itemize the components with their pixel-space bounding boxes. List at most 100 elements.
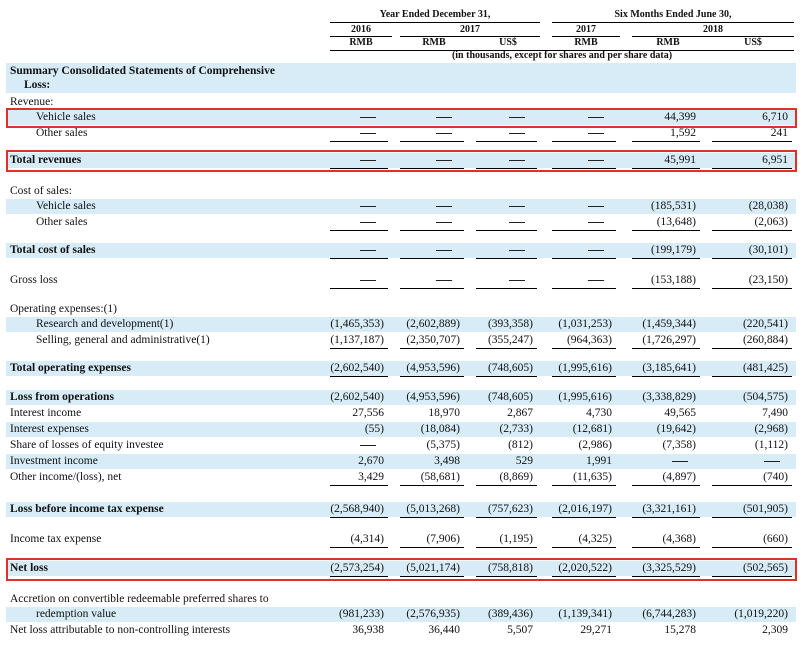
row-label: Total cost of sales xyxy=(10,244,96,256)
cell-underline xyxy=(476,288,537,289)
cell-underline xyxy=(330,376,388,377)
row-label: Total operating expenses xyxy=(10,362,131,374)
cell-underline xyxy=(330,168,388,169)
cell-value: (5,021,174) xyxy=(406,562,460,574)
row-label: Accretion on convertible redeemable pref… xyxy=(10,593,269,605)
cell-value: (2,573,254) xyxy=(330,562,384,574)
cell-underline xyxy=(400,288,464,289)
cell-value: (6,744,283) xyxy=(642,608,696,620)
table-row: Net loss attributable to non-controlling… xyxy=(6,623,796,638)
table-row: Accretion on convertible redeemable pref… xyxy=(6,592,796,607)
cell-underline xyxy=(476,547,537,548)
cell-value: 49,565 xyxy=(664,407,696,419)
cell-value: 44,399 xyxy=(664,111,696,123)
nil-dash xyxy=(360,222,376,223)
table-row: Loss before income tax expense (2,568,940… xyxy=(6,502,796,518)
header-rule xyxy=(632,36,794,37)
nil-dash xyxy=(588,117,604,118)
cell-underline xyxy=(632,485,700,486)
cell-underline xyxy=(552,288,616,289)
cell-underline xyxy=(632,547,700,548)
cell-value: 45,991 xyxy=(664,154,696,166)
cell-value: (7,906) xyxy=(426,533,460,545)
header-rule xyxy=(330,50,794,51)
nil-dash xyxy=(436,250,452,251)
cell-value: 241 xyxy=(770,127,788,139)
cell-underline xyxy=(400,230,464,231)
cell-underline xyxy=(400,517,464,518)
row-label: Other income/(loss), net xyxy=(10,471,122,483)
row-label: Loss from operations xyxy=(10,391,114,403)
cell-value: (964,363) xyxy=(566,334,612,346)
section-title: Summary Consolidated Statements of Compr… xyxy=(10,65,275,77)
nil-dash xyxy=(360,160,376,161)
header-rule xyxy=(552,36,620,37)
cell-value: (1,112) xyxy=(754,439,788,451)
currency-label: RMB xyxy=(574,37,598,48)
cell-underline xyxy=(330,230,388,231)
cell-value: (2,063) xyxy=(754,216,788,228)
year-label: 2017 xyxy=(460,24,480,35)
cell-value: (4,897) xyxy=(662,471,696,483)
table-row: Investment income 2,670 3,498 529 1,991 xyxy=(6,454,796,469)
header-rule xyxy=(330,22,540,23)
cell-underline xyxy=(632,288,700,289)
cell-underline xyxy=(476,376,537,377)
cell-underline xyxy=(632,517,700,518)
cell-value: (355,247) xyxy=(487,334,533,346)
cell-underline xyxy=(632,258,700,259)
cell-underline xyxy=(400,576,464,577)
cell-underline xyxy=(476,348,537,349)
section-title-cont: Loss: xyxy=(24,79,51,91)
cell-value: (2,602,540) xyxy=(330,391,384,403)
table-row: Net loss (2,573,254) (5,021,174) (758,818) (… xyxy=(6,561,796,577)
table-row: Other sales 1,592 241 xyxy=(6,126,796,142)
nil-dash xyxy=(588,160,604,161)
cell-value: 36,938 xyxy=(352,624,384,636)
cell-value: (1,465,353) xyxy=(330,318,384,330)
table-row: Share of losses of equity investee (5,375… xyxy=(6,438,796,453)
cell-value: 2,670 xyxy=(358,455,384,467)
cell-underline xyxy=(476,258,537,259)
cell-underline xyxy=(712,547,792,548)
table-row: Vehicle sales 44,399 6,710 xyxy=(6,110,796,125)
cell-value: (23,150) xyxy=(748,274,788,286)
cell-value: (220,541) xyxy=(742,318,788,330)
cell-value: 29,271 xyxy=(580,624,612,636)
cell-value: (1,195) xyxy=(499,533,533,545)
cell-underline xyxy=(400,141,464,142)
cell-value: (3,185,641) xyxy=(642,362,696,374)
cell-value: (1,031,253) xyxy=(558,318,612,330)
cell-underline xyxy=(712,576,792,577)
cell-underline xyxy=(712,517,792,518)
six-months-header: Six Months Ended June 30, xyxy=(614,9,732,20)
cell-value: (153,188) xyxy=(650,274,696,286)
cell-value: (3,338,829) xyxy=(642,391,696,403)
table-row: Total cost of sales (199,179) (30,101) xyxy=(6,243,796,259)
header-rule xyxy=(330,36,392,37)
row-label: Net loss xyxy=(10,562,49,574)
nil-dash xyxy=(509,133,525,134)
cell-underline xyxy=(712,376,792,377)
cell-value: (2,568,940) xyxy=(330,503,384,515)
cell-underline xyxy=(476,485,537,486)
cell-value: (389,436) xyxy=(487,608,533,620)
highlight-vehicle-sales xyxy=(6,108,797,128)
cell-value: 6,951 xyxy=(762,154,788,166)
cell-value: (4,314) xyxy=(350,533,384,545)
cell-value: (13,648) xyxy=(656,216,696,228)
cell-value: (501,905) xyxy=(742,503,788,515)
cell-value: (740) xyxy=(763,471,788,483)
cell-underline xyxy=(330,258,388,259)
currency-label: RMB xyxy=(656,37,680,48)
cell-value: (4,368) xyxy=(662,533,696,545)
cell-underline xyxy=(400,376,464,377)
nil-dash xyxy=(509,222,525,223)
cell-value: (2,576,935) xyxy=(406,608,460,620)
cell-value: 27,556 xyxy=(352,407,384,419)
cell-underline xyxy=(552,376,616,377)
row-label: Loss before income tax expense xyxy=(10,503,164,515)
cell-value: (758,818) xyxy=(487,562,533,574)
cell-value: 15,278 xyxy=(664,624,696,636)
